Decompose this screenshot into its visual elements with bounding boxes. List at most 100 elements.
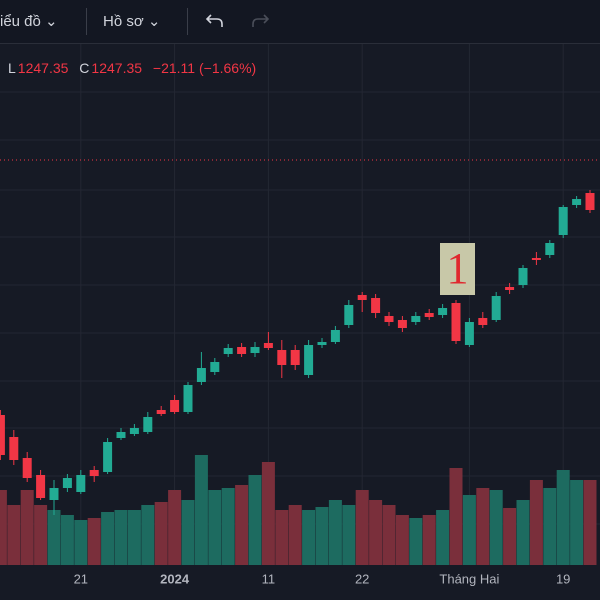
volume-bar [382,505,396,565]
legend-change: −21.11 (−1.66%) [152,60,257,76]
volume-bar [141,505,155,565]
candle-body [9,437,19,460]
candle-body [330,330,340,342]
volume-bar [302,510,316,565]
candle-body [491,296,501,320]
volume-bar [275,510,289,565]
candle-body [505,287,515,290]
grid [0,91,600,525]
volume-bar [583,480,597,565]
volume-bar [7,505,21,565]
candle-body [49,488,59,500]
candle-body [585,193,595,210]
candle-body [451,303,461,341]
toolbar: iểu đồ ⌄ Hồ sơ ⌄ [0,0,600,44]
candle-body [116,432,126,438]
redo-button[interactable] [250,12,270,30]
candle-body [62,478,72,488]
volume-bar [221,488,235,565]
volume-bar [208,490,222,565]
volume-bar [529,480,543,565]
menu-label: Hồ sơ [103,13,144,30]
volume-bar [248,475,262,565]
candle-body [129,428,139,434]
menu-label: iểu đồ [0,13,41,30]
candle-body [411,316,421,322]
candle-body [424,313,434,317]
candle-body [237,347,247,354]
candle-body [531,258,541,260]
candle-body [478,318,488,325]
x-tick-label: 22 [355,571,369,586]
volume-bar [34,505,48,565]
candle-body [183,385,193,412]
volume-bar [154,502,168,565]
candle-body [518,268,528,285]
volume-bar [235,485,249,565]
candle-body [464,322,474,345]
volume-bar [101,512,115,565]
candle-body [170,400,180,412]
candle-body [22,458,32,478]
profile-menu[interactable]: Hồ sơ ⌄ [103,13,161,30]
candle-body [277,350,287,365]
volume-bar [556,470,570,565]
volume-bar [395,515,409,565]
volume-bar [489,490,503,565]
x-tick-label: 2024 [160,571,190,586]
candle-body [0,415,5,455]
volume-bar [194,455,208,565]
separator [86,8,87,35]
volume-bar [503,508,517,565]
candle-body [357,295,367,300]
volume-bar [168,490,182,565]
undo-button[interactable] [205,12,225,30]
separator [187,8,188,35]
volume-bar [47,510,61,565]
legend-value: 1247.35 [91,60,143,76]
volume-bar [570,480,584,565]
candle-body [143,417,153,432]
volume-bar [288,505,302,565]
candle-body [196,368,206,382]
volume-bar [422,515,436,565]
volume-bar [543,488,557,565]
x-tick-label: 11 [262,571,276,586]
ohlc-legend: L 1247.35 C 1247.35 −21.11 (−1.66%) [8,60,263,76]
annotation-marker[interactable]: 1 [440,243,475,295]
volume-bar [328,500,342,565]
volume-bar [355,490,369,565]
volume-bar [342,505,356,565]
volume-bar [409,518,423,565]
candle-body [89,470,99,476]
chart-menu[interactable]: iểu đồ ⌄ [0,13,58,30]
candle-body [384,316,394,322]
volume-bar [436,510,450,565]
volume-bar [449,468,463,565]
candle-body [317,342,327,345]
volume-bar [476,488,490,565]
volume-bar [0,490,7,565]
candle-body [76,475,86,492]
volume-bar [60,515,74,565]
candle-body [103,442,113,472]
volume-bar [74,520,88,565]
candle-body [438,308,448,315]
candle-body [304,345,314,375]
legend-value: 1247.35 [17,60,69,76]
volume-bar [516,500,530,565]
volume-bar [127,510,141,565]
candle-body [210,362,220,372]
candle-body [572,199,582,205]
candle-body [397,320,407,328]
candle-body [545,243,555,255]
candle-body [223,348,233,354]
legend-key: L [8,60,16,76]
x-tick-label: 19 [556,571,570,586]
volume-bar [462,495,476,565]
candle-body [250,347,260,353]
volume-bar [261,462,275,565]
volume-bar [20,490,34,565]
